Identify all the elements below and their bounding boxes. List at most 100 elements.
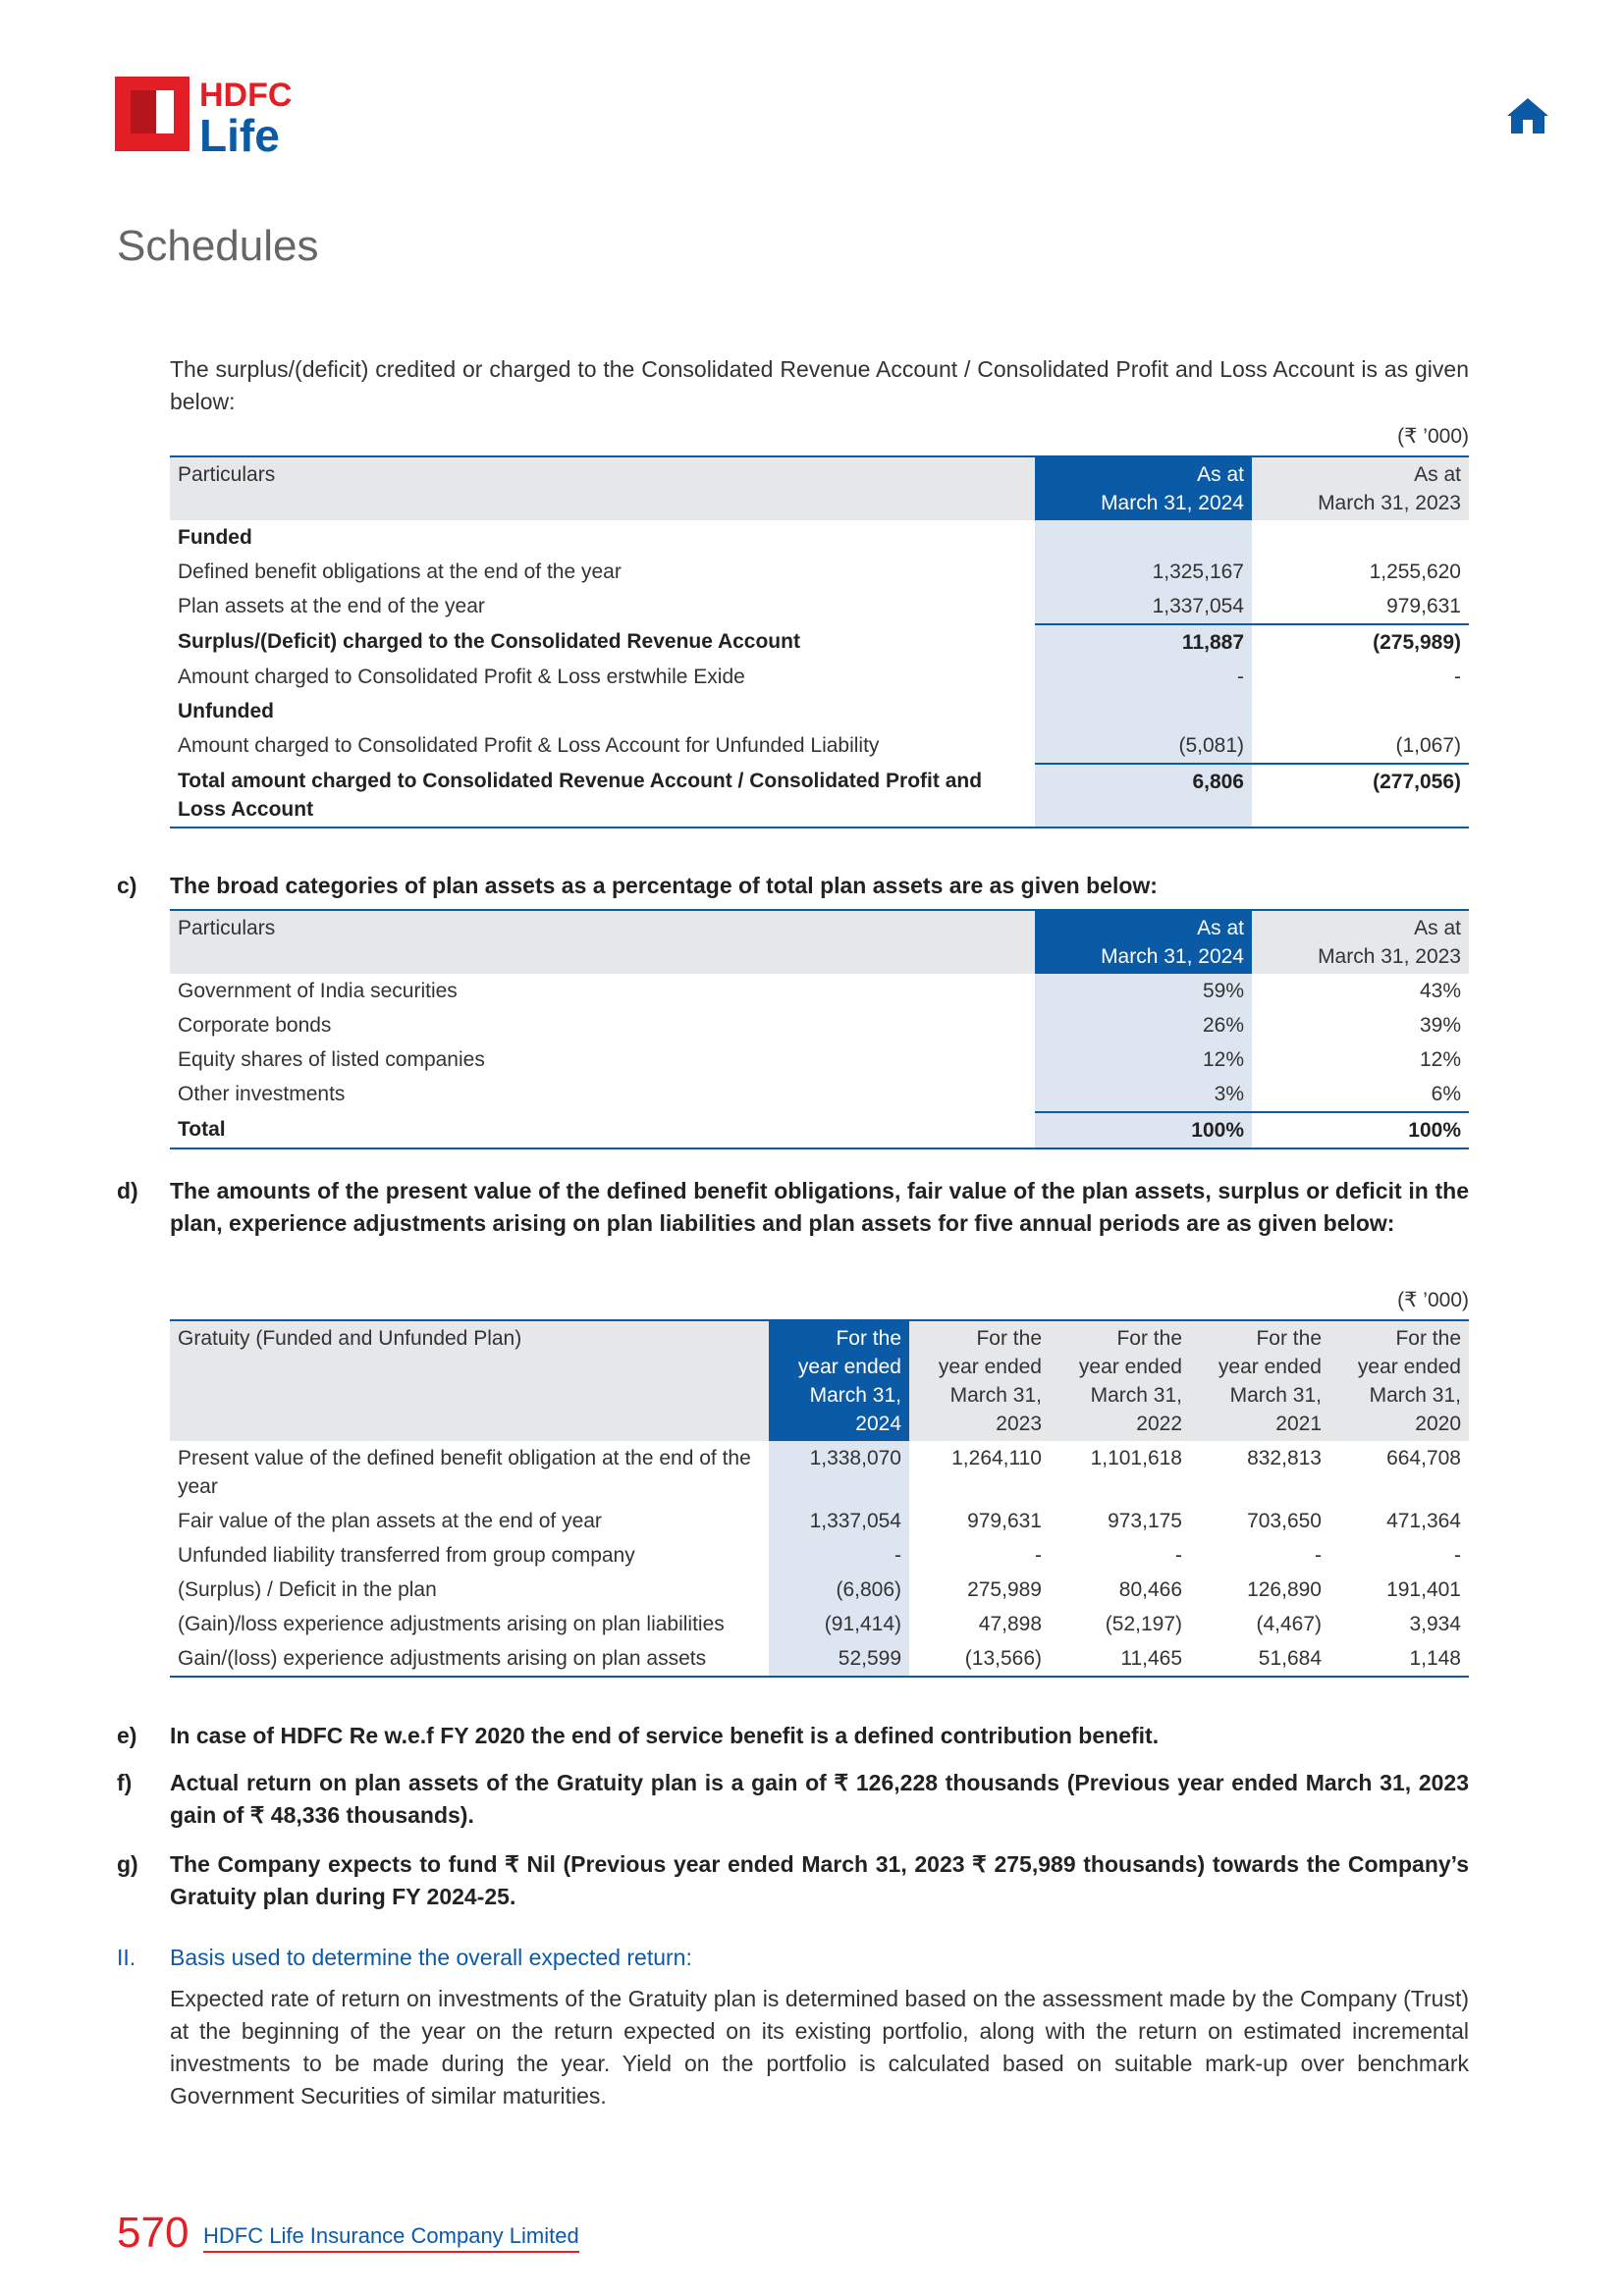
cell: 11,887 [1035, 623, 1252, 660]
section-d: d) The amounts of the present value of th… [117, 1175, 1469, 1240]
cell: 979,631 [1386, 595, 1461, 617]
cell: (13,566) [909, 1641, 1050, 1678]
table: Particulars As at March 31, 2024 As at Mar… [170, 909, 1469, 1149]
unit: (₹ ’000) [1397, 425, 1469, 448]
header-row: Particulars As at March 31, 2024 As at Mar… [170, 909, 1469, 974]
row: Unfunded liability transferred from grou… [170, 1538, 1469, 1573]
row-label: Unfunded liability transferred from grou… [178, 1544, 635, 1567]
section-text: The amounts of the present value of the … [170, 1178, 1469, 1236]
row-label: Other investments [178, 1083, 346, 1105]
row-label: Corporate bonds [178, 1014, 332, 1037]
home-icon[interactable] [1505, 96, 1550, 135]
cell: 1,337,054 [1035, 589, 1252, 624]
intro: The surplus/(deficit) credited or charge… [170, 356, 1469, 414]
cell: 100% [1252, 1111, 1469, 1149]
header-cell: Particulars [170, 909, 1035, 974]
cell: 832,813 [1247, 1447, 1322, 1469]
row-label: Defined benefit obligations at the end o… [178, 561, 622, 583]
cell: 59% [1035, 974, 1252, 1008]
row: Surplus/(Deficit) charged to the Consoli… [170, 623, 1469, 660]
header-cell: For the year ended March 31, 2023 [909, 1319, 1050, 1441]
logo-top: HDFC [199, 77, 292, 114]
section-ii-text: Expected rate of return on investments o… [170, 1986, 1469, 2109]
header-cell: As at March 31, 2024 [1035, 455, 1252, 520]
header-cell: For the year ended March 31, 2021 [1190, 1319, 1329, 1441]
row: Amount charged to Consolidated Profit & … [170, 660, 1469, 694]
cell: - [1454, 666, 1461, 688]
page-number: 570 [117, 2209, 189, 2257]
cell: 1,101,618 [1090, 1447, 1182, 1469]
item-text: Actual return on plan assets of the Grat… [170, 1770, 1469, 1828]
cell: 1,255,620 [1369, 561, 1461, 583]
cell: 26% [1035, 1008, 1252, 1042]
row-label: Total amount charged to Consolidated Rev… [170, 764, 1035, 828]
cell: 1,325,167 [1035, 555, 1252, 589]
header-cell: Gratuity (Funded and Unfunded Plan) [170, 1319, 769, 1441]
cell: (1,067) [1395, 734, 1461, 757]
cell: 39% [1419, 1014, 1461, 1037]
row: Government of India securities 59% 43% [170, 974, 1469, 1008]
cell: - [1035, 1544, 1042, 1567]
row: Unfunded [170, 694, 1469, 728]
item: g) The Company expects to fund ₹ Nil (Pre… [117, 1848, 1469, 1913]
cell: 703,650 [1247, 1510, 1322, 1532]
cell: 6,806 [1035, 763, 1252, 828]
header-cell: For the year ended March 31, 2024 [769, 1319, 909, 1441]
cell: 1,264,110 [951, 1447, 1042, 1469]
cell: 979,631 [967, 1510, 1042, 1532]
section-ii-heading: II. Basis used to determine the overall e… [117, 1942, 1469, 1974]
item: e) In case of HDFC Re w.e.f FY 2020 the e… [117, 1720, 1469, 1752]
section-c: c) The broad categories of plan assets as… [117, 870, 1469, 902]
row: Present value of the defined benefit obl… [170, 1441, 1469, 1504]
cell: (275,989) [1252, 623, 1469, 660]
logo-bottom: Life [199, 110, 280, 157]
row-label: (Surplus) / Deficit in the plan [178, 1578, 437, 1601]
item-text: The Company expects to fund ₹ Nil (Previ… [170, 1851, 1469, 1909]
cell: 1,148 [1329, 1641, 1469, 1678]
cell: 52,599 [769, 1641, 909, 1678]
home-door [1523, 120, 1533, 133]
cell: - [1454, 1544, 1461, 1567]
logo: HDFC Life [115, 77, 292, 157]
table: Particulars As at March 31, 2024 As at Mar… [170, 455, 1469, 828]
table2: Particulars As at March 31, 2024 As at Mar… [170, 909, 1469, 1149]
cell: (52,197) [1105, 1613, 1182, 1635]
row: Funded [170, 520, 1469, 555]
home-shape [1507, 98, 1548, 133]
cell: (277,056) [1252, 763, 1469, 828]
table1: Particulars As at March 31, 2024 As at Mar… [170, 455, 1469, 828]
row: (Gain)/loss experience adjustments arisi… [170, 1607, 1469, 1641]
cell: - [1035, 660, 1252, 694]
row-label: Amount charged to Consolidated Profit & … [178, 734, 880, 757]
cell: - [1315, 1544, 1322, 1567]
header-row: Particulars As at March 31, 2024 As at Mar… [170, 455, 1469, 520]
section-heading: Basis used to determine the overall expe… [170, 1945, 692, 1970]
cell: 3,934 [1409, 1613, 1461, 1635]
row-label: Amount charged to Consolidated Profit & … [178, 666, 745, 688]
cell: 126,890 [1247, 1578, 1322, 1601]
cell: (91,414) [769, 1607, 909, 1641]
row-label: Surplus/(Deficit) charged to the Consoli… [178, 630, 800, 653]
item-text: In case of HDFC Re w.e.f FY 2020 the end… [170, 1723, 1160, 1748]
header-row: Gratuity (Funded and Unfunded Plan) For t… [170, 1319, 1469, 1441]
cell [1035, 694, 1252, 728]
unit: (₹ ’000) [1397, 1289, 1469, 1311]
cell: - [1175, 1544, 1182, 1567]
row: Amount charged to Consolidated Profit & … [170, 728, 1469, 764]
cell [1252, 694, 1469, 728]
cell: 100% [1035, 1111, 1252, 1149]
row-label: Gain/(loss) experience adjustments arisi… [170, 1641, 769, 1678]
row-label: Total [170, 1112, 1035, 1149]
row-label: Government of India securities [178, 980, 458, 1002]
section-label: c) [117, 873, 137, 898]
cell: 471,364 [1386, 1510, 1461, 1532]
table3: Gratuity (Funded and Unfunded Plan) For t… [170, 1319, 1469, 1678]
section-title: Schedules [117, 222, 319, 270]
cell: 191,401 [1386, 1578, 1461, 1601]
row-label: (Gain)/loss experience adjustments arisi… [178, 1613, 725, 1635]
row-label: Fair value of the plan assets at the end… [178, 1510, 602, 1532]
cell [1252, 520, 1469, 555]
item-label: e) [117, 1723, 137, 1748]
header-cell: For the year ended March 31, 2022 [1050, 1319, 1190, 1441]
section-text: The broad categories of plan assets as a… [170, 873, 1158, 898]
